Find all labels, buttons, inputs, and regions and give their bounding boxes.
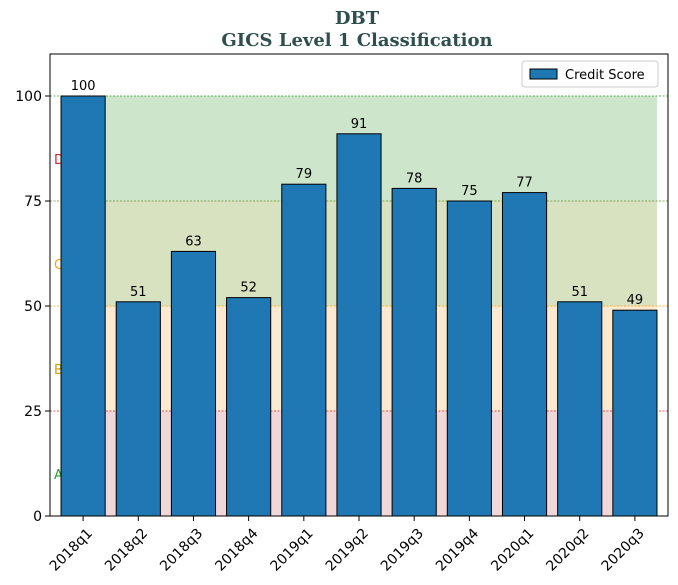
legend-label: Credit Score xyxy=(565,68,645,83)
legend: Credit Score xyxy=(521,60,659,88)
x-tick-label: 2020q3 xyxy=(599,526,648,575)
bar-2019q2 xyxy=(336,133,382,517)
bar-2020q3 xyxy=(612,309,658,517)
y-tick-label: 25 xyxy=(24,404,42,420)
y-tick-label: 75 xyxy=(24,194,42,210)
bar-2018q4 xyxy=(226,297,272,517)
y-tick-label: 100 xyxy=(15,89,42,105)
bar-label-2020q3: 49 xyxy=(627,293,644,308)
bar-2018q3 xyxy=(170,250,217,517)
chart-title: DBT xyxy=(335,8,380,29)
band-label-b: B xyxy=(54,363,63,378)
bars xyxy=(60,95,658,517)
bar-label-2018q2: 51 xyxy=(130,285,147,300)
bar-label-2018q3: 63 xyxy=(185,234,202,249)
x-tick-label: 2018q4 xyxy=(212,525,261,574)
chart-subtitle: GICS Level 1 Classification xyxy=(221,30,492,51)
bar-value-labels: 100 51 63 52 79 91 78 75 77 51 49 xyxy=(71,79,643,308)
y-tick-label: 0 xyxy=(33,509,42,525)
x-tick-label: 2019q3 xyxy=(378,526,427,575)
bar-label-2018q4: 52 xyxy=(240,281,257,296)
x-tick-label: 2018q1 xyxy=(47,526,96,575)
x-tick-label: 2020q2 xyxy=(543,526,592,575)
bar-label-2019q2: 91 xyxy=(351,117,368,132)
bar-2018q1 xyxy=(60,95,106,517)
bar-label-2019q3: 78 xyxy=(406,171,423,186)
y-tick-label: 50 xyxy=(24,299,42,315)
x-tick-label: 2019q1 xyxy=(268,526,317,575)
x-tick-label: 2018q3 xyxy=(157,526,206,575)
bar-2019q4 xyxy=(446,200,492,517)
bar-label-2020q1: 77 xyxy=(516,176,533,191)
x-tick-label: 2019q2 xyxy=(323,526,372,575)
x-tick-label: 2018q2 xyxy=(102,526,151,575)
band-label-c: C xyxy=(54,258,63,273)
bar-label-2018q1: 100 xyxy=(71,79,96,94)
bar-2020q2 xyxy=(557,301,603,517)
band-label-a: A xyxy=(54,468,63,483)
bar-label-2019q1: 79 xyxy=(296,167,313,182)
bar-label-2019q4: 75 xyxy=(461,184,478,199)
bar-2019q1 xyxy=(281,183,327,517)
band-label-d: D xyxy=(54,153,64,168)
legend-swatch xyxy=(529,68,558,80)
x-tick-label: 2020q1 xyxy=(488,526,537,575)
x-tick-label: 2019q4 xyxy=(433,525,482,574)
bar-label-2020q2: 51 xyxy=(571,285,588,300)
bar-2020q1 xyxy=(501,192,548,517)
legend-box xyxy=(521,60,659,88)
bar-2019q3 xyxy=(391,187,437,517)
bar-2018q2 xyxy=(115,301,161,517)
